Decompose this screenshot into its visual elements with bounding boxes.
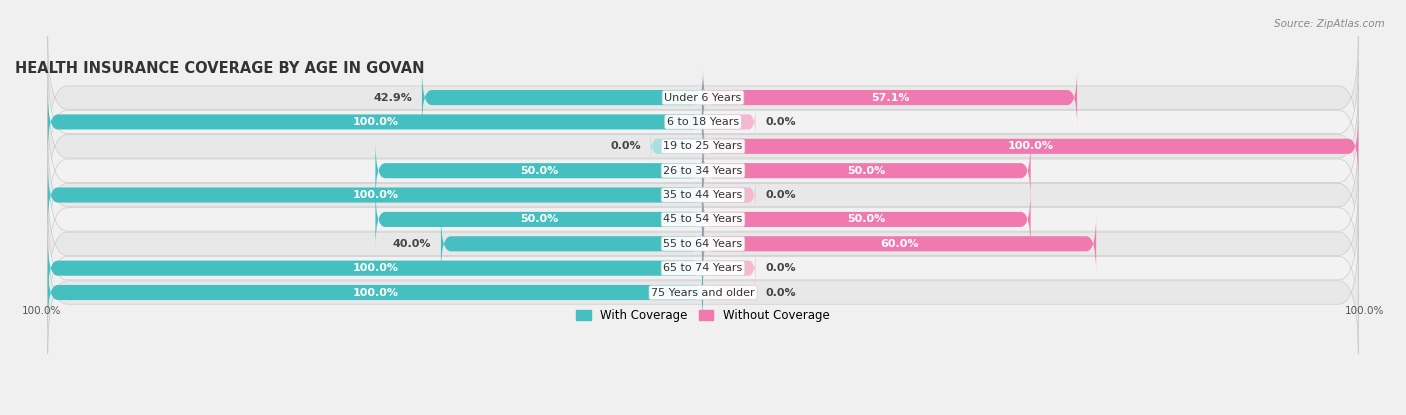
FancyBboxPatch shape bbox=[422, 68, 703, 127]
Text: 0.0%: 0.0% bbox=[610, 142, 641, 151]
Text: 26 to 34 Years: 26 to 34 Years bbox=[664, 166, 742, 176]
FancyBboxPatch shape bbox=[703, 142, 1031, 200]
FancyBboxPatch shape bbox=[375, 142, 703, 200]
Text: 6 to 18 Years: 6 to 18 Years bbox=[666, 117, 740, 127]
Text: 100.0%: 100.0% bbox=[1008, 142, 1053, 151]
Text: Under 6 Years: Under 6 Years bbox=[665, 93, 741, 103]
Legend: With Coverage, Without Coverage: With Coverage, Without Coverage bbox=[572, 304, 834, 327]
Text: Source: ZipAtlas.com: Source: ZipAtlas.com bbox=[1274, 19, 1385, 29]
Text: 0.0%: 0.0% bbox=[765, 288, 796, 298]
FancyBboxPatch shape bbox=[48, 36, 1358, 159]
Text: 100.0%: 100.0% bbox=[353, 288, 398, 298]
FancyBboxPatch shape bbox=[703, 178, 755, 212]
FancyBboxPatch shape bbox=[703, 215, 1097, 273]
Text: HEALTH INSURANCE COVERAGE BY AGE IN GOVAN: HEALTH INSURANCE COVERAGE BY AGE IN GOVA… bbox=[15, 61, 425, 76]
FancyBboxPatch shape bbox=[48, 158, 1358, 281]
FancyBboxPatch shape bbox=[703, 190, 1031, 249]
Text: 100.0%: 100.0% bbox=[1346, 306, 1385, 316]
FancyBboxPatch shape bbox=[48, 182, 1358, 305]
Text: 100.0%: 100.0% bbox=[353, 263, 398, 273]
FancyBboxPatch shape bbox=[48, 134, 1358, 256]
FancyBboxPatch shape bbox=[48, 93, 703, 151]
FancyBboxPatch shape bbox=[703, 251, 755, 285]
Text: 0.0%: 0.0% bbox=[765, 117, 796, 127]
Text: 57.1%: 57.1% bbox=[870, 93, 910, 103]
FancyBboxPatch shape bbox=[703, 68, 1077, 127]
Text: 60.0%: 60.0% bbox=[880, 239, 920, 249]
Text: 100.0%: 100.0% bbox=[353, 190, 398, 200]
FancyBboxPatch shape bbox=[48, 231, 1358, 354]
FancyBboxPatch shape bbox=[48, 264, 703, 322]
FancyBboxPatch shape bbox=[703, 117, 1358, 175]
Text: 50.0%: 50.0% bbox=[520, 215, 558, 225]
FancyBboxPatch shape bbox=[703, 276, 755, 309]
Text: 45 to 54 Years: 45 to 54 Years bbox=[664, 215, 742, 225]
Text: 42.9%: 42.9% bbox=[373, 93, 412, 103]
FancyBboxPatch shape bbox=[48, 85, 1358, 208]
Text: 35 to 44 Years: 35 to 44 Years bbox=[664, 190, 742, 200]
Text: 50.0%: 50.0% bbox=[520, 166, 558, 176]
FancyBboxPatch shape bbox=[703, 105, 755, 139]
Text: 50.0%: 50.0% bbox=[848, 166, 886, 176]
FancyBboxPatch shape bbox=[651, 129, 703, 163]
FancyBboxPatch shape bbox=[375, 190, 703, 249]
FancyBboxPatch shape bbox=[48, 207, 1358, 330]
Text: 0.0%: 0.0% bbox=[765, 263, 796, 273]
Text: 40.0%: 40.0% bbox=[392, 239, 432, 249]
Text: 100.0%: 100.0% bbox=[353, 117, 398, 127]
Text: 50.0%: 50.0% bbox=[848, 215, 886, 225]
Text: 100.0%: 100.0% bbox=[21, 306, 60, 316]
Text: 0.0%: 0.0% bbox=[765, 190, 796, 200]
FancyBboxPatch shape bbox=[48, 166, 703, 224]
Text: 75 Years and older: 75 Years and older bbox=[651, 288, 755, 298]
Text: 19 to 25 Years: 19 to 25 Years bbox=[664, 142, 742, 151]
Text: 55 to 64 Years: 55 to 64 Years bbox=[664, 239, 742, 249]
FancyBboxPatch shape bbox=[48, 239, 703, 297]
FancyBboxPatch shape bbox=[48, 61, 1358, 183]
FancyBboxPatch shape bbox=[48, 109, 1358, 232]
FancyBboxPatch shape bbox=[441, 215, 703, 273]
Text: 65 to 74 Years: 65 to 74 Years bbox=[664, 263, 742, 273]
